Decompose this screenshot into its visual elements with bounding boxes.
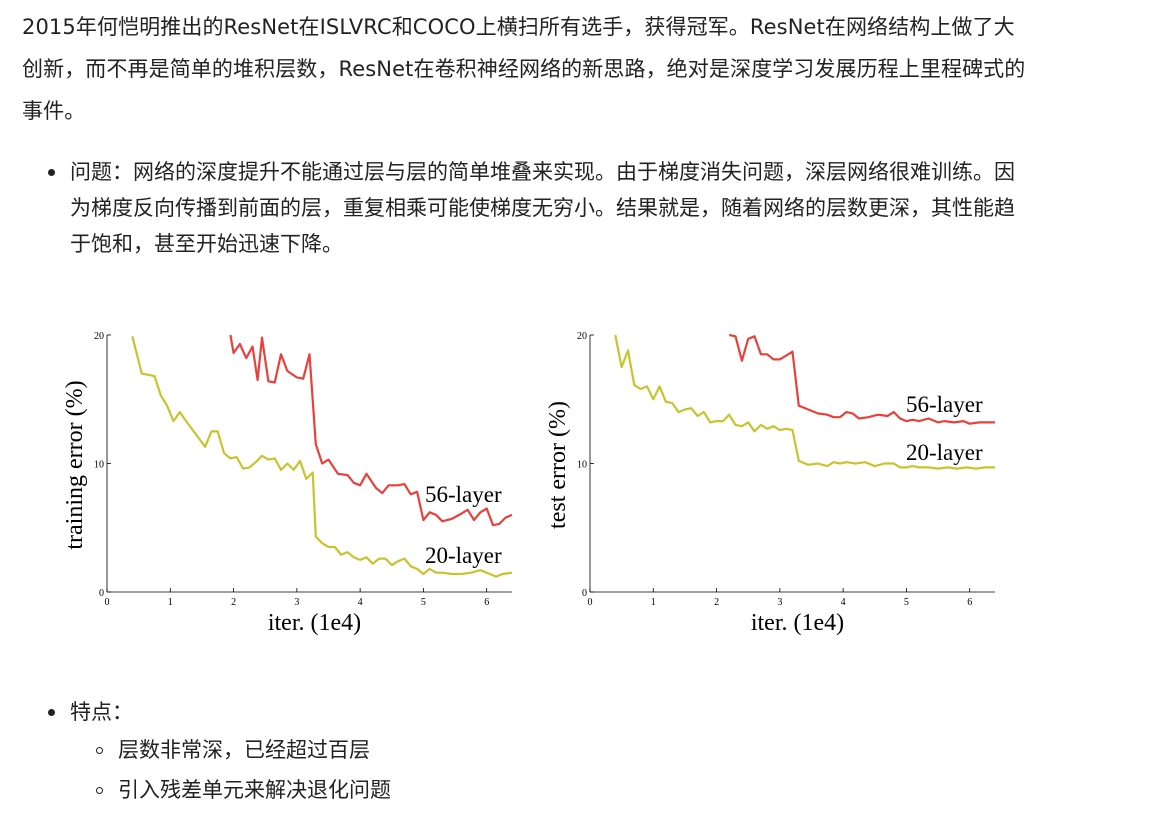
bullet-circle-icon xyxy=(96,787,103,794)
features-bullet: 特点： xyxy=(48,694,1170,730)
bullet-dot-icon xyxy=(48,169,55,176)
x-tick-label: 6 xyxy=(967,597,972,608)
series-line-20-layer xyxy=(614,334,995,470)
y-tick-label: 20 xyxy=(94,331,104,342)
intro-paragraph: 2015年何恺明推出的ResNet在ISLVRC和COCO上横扫所有选手，获得冠… xyxy=(22,6,1162,132)
y-tick-label: 0 xyxy=(99,588,104,599)
problem-bullet: 问题：网络的深度提升不能通过层与层的简单堆叠来实现。由于梯度消失问题，深层网络很… xyxy=(48,154,1165,262)
series-line-56-layer xyxy=(728,333,995,425)
bullet-circle-icon xyxy=(96,747,103,754)
series-label-20-layer: 20-layer xyxy=(425,543,502,568)
problem-line: 为梯度反向传播到前面的层，重复相乘可能使梯度无穷小。结果就是，随着网络的层数更深… xyxy=(70,196,1015,220)
x-tick-label: 6 xyxy=(484,597,489,608)
x-axis-label: iter. (1e4) xyxy=(268,610,361,636)
features-title: 特点： xyxy=(70,700,133,724)
y-axis-label: test error (%) xyxy=(545,401,571,529)
y-tick-label: 0 xyxy=(582,588,587,599)
x-tick-label: 2 xyxy=(231,597,236,608)
intro-line: 事件。 xyxy=(22,99,86,123)
x-tick-label: 3 xyxy=(294,597,299,608)
training-error-chart: 0 1 2 3 4 5 6 0 10 20 iter. (1e4) training error (%… xyxy=(62,331,513,636)
feature-item: 层数非常深，已经超过百层 xyxy=(96,732,1171,768)
bullet-dot-icon xyxy=(48,709,55,716)
intro-line: 2015年何恺明推出的ResNet在ISLVRC和COCO上横扫所有选手，获得冠… xyxy=(22,15,1015,39)
y-tick-label: 10 xyxy=(94,460,104,471)
series-line-56-layer xyxy=(229,334,513,527)
x-axis-label: iter. (1e4) xyxy=(751,610,844,636)
problem-line: 于饱和，甚至开始迅速下降。 xyxy=(70,232,343,256)
x-tick-label: 3 xyxy=(777,597,782,608)
x-tick-label: 1 xyxy=(651,597,656,608)
series-line-20-layer xyxy=(131,336,513,578)
x-tick-label: 4 xyxy=(358,597,363,608)
feature-item-text: 层数非常深，已经超过百层 xyxy=(118,738,370,762)
y-tick-label: 10 xyxy=(577,460,587,471)
feature-item: 引入残差单元来解决退化问题 xyxy=(96,772,1171,808)
x-tick-label: 0 xyxy=(588,597,593,608)
x-tick-label: 5 xyxy=(421,597,426,608)
x-tick-label: 4 xyxy=(841,597,846,608)
x-tick-label: 2 xyxy=(714,597,719,608)
series-label-56-layer: 56-layer xyxy=(425,482,502,507)
x-tick-label: 0 xyxy=(105,597,110,608)
series-label-56-layer: 56-layer xyxy=(906,392,983,417)
y-tick-label: 20 xyxy=(577,331,587,342)
y-axis-label: training error (%) xyxy=(62,380,88,549)
problem-line: 问题：网络的深度提升不能通过层与层的简单堆叠来实现。由于梯度消失问题，深层网络很… xyxy=(70,160,1015,184)
x-tick-label: 1 xyxy=(168,597,173,608)
intro-line: 创新，而不再是简单的堆积层数，ResNet在卷积神经网络的新思路，绝对是深度学习… xyxy=(22,57,1026,81)
test-error-chart: 0 1 2 3 4 5 6 0 10 20 iter. (1e4) test error (%) 56-… xyxy=(545,331,995,636)
x-tick-label: 5 xyxy=(904,597,909,608)
series-label-20-layer: 20-layer xyxy=(906,440,983,465)
feature-item-text: 引入残差单元来解决退化问题 xyxy=(118,778,391,802)
